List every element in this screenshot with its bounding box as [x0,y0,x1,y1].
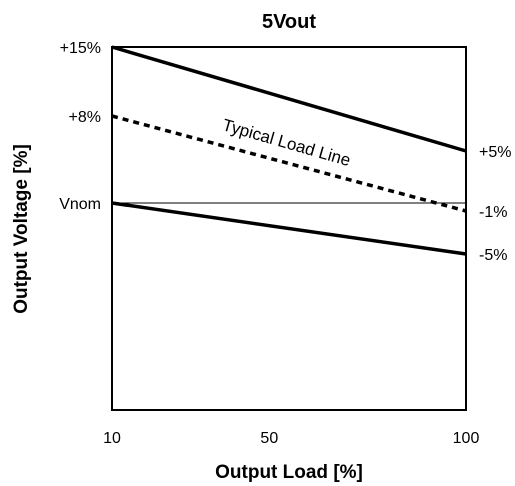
series-line-2 [111,201,467,256]
left-y-label: +15% [60,40,101,57]
series-layer [111,45,467,256]
plot-frame [111,46,467,411]
x-tick-label: 10 [103,430,121,447]
left-y-label: +8% [69,109,101,126]
right-y-label: +5% [479,144,511,161]
series-typical-load-line [111,114,467,213]
y-axis-title: Output Voltage [%] [11,144,32,314]
chart-title: 5Vout [262,11,316,33]
x-tick-label: 100 [453,430,480,447]
tick-layer: 10 50 100 +15% +8% Vnom +5% -1% -5% [59,40,511,447]
x-axis-title: Output Load [%] [215,462,363,483]
right-y-label: -5% [479,247,507,264]
left-y-label: Vnom [59,196,101,213]
series-line-0 [111,45,467,153]
x-tick-label: 50 [260,430,278,447]
right-y-label: -1% [479,204,507,221]
